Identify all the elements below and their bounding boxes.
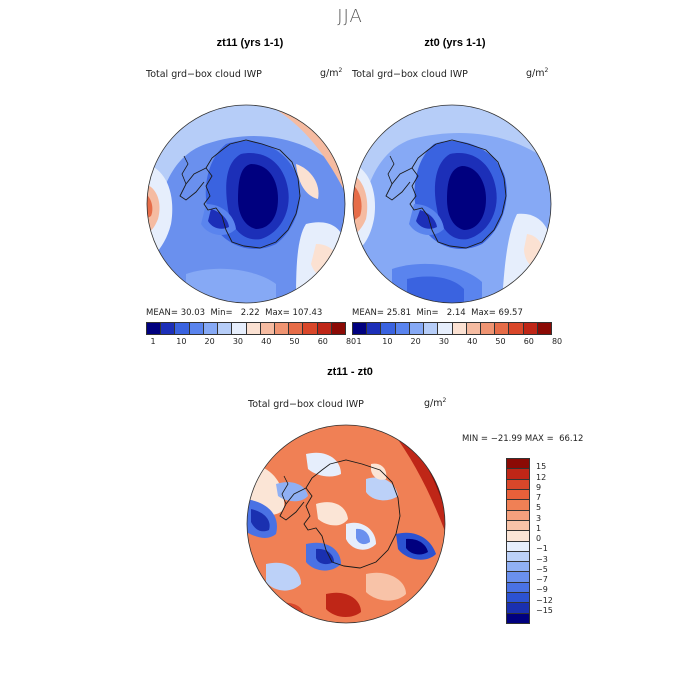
colorbar-diff-swatch — [507, 468, 529, 479]
colorbar-zt11-swatch — [288, 323, 303, 334]
colorbar-diff-swatch — [507, 459, 529, 469]
colorbar-zt0-swatch — [522, 323, 537, 334]
colorbar-zt0-swatch — [380, 323, 395, 334]
colorbar-zt11 — [146, 322, 346, 335]
colorbar-zt11-swatch — [147, 323, 161, 334]
colorbar-diff-tick-label: 9 — [536, 482, 542, 492]
colorbar-diff-tick-label: 15 — [536, 462, 547, 472]
polar-map-zt0 — [352, 104, 552, 304]
variable-label-zt0: Total grd−box cloud IWP — [352, 69, 468, 80]
colorbar-diff-swatch — [507, 499, 529, 510]
colorbar-diff-tick-label: −7 — [536, 575, 548, 584]
colorbar-diff-swatch — [507, 478, 529, 489]
colorbar-zt11-tick-label: 10 — [176, 337, 187, 346]
units-label-zt11: g/m2 — [320, 67, 343, 80]
colorbar-zt0 — [352, 322, 552, 335]
colorbar-diff-tick-label: 1 — [536, 523, 542, 533]
colorbar-zt11-swatch — [188, 323, 203, 334]
colorbar-zt11-swatch — [316, 323, 331, 334]
colorbar-diff-tick-label: 12 — [536, 472, 547, 482]
colorbar-zt11-swatch — [330, 323, 346, 334]
units-label-zt0: g/m2 — [526, 67, 549, 80]
colorbar-diff-tick-label: −9 — [536, 585, 548, 595]
colorbar-zt11-tick-label: 60 — [317, 337, 328, 346]
colorbar-diff-tick-label: 5 — [536, 503, 542, 513]
colorbar-labels-zt11: 1 10 20 30 40 50 60 80 — [146, 337, 357, 349]
colorbar-diff-tick-label: −15 — [536, 605, 553, 615]
colorbar-diff-swatch — [507, 540, 529, 551]
stats-zt11: MEAN= 30.03 Min= 2.22 Max= 107.43 — [146, 308, 323, 318]
colorbar-zt0-tick-label: 50 — [495, 337, 506, 346]
colorbar-zt0-swatch — [479, 323, 495, 334]
colorbar-zt0-swatch — [451, 323, 466, 334]
colorbar-zt11-swatch — [202, 323, 218, 334]
colorbar-zt0-swatch — [437, 323, 452, 334]
colorbar-diff-swatch — [507, 602, 529, 613]
colorbar-zt11-tick-label: 30 — [232, 337, 244, 346]
colorbar-zt11-swatch — [160, 323, 175, 334]
colorbar-zt0-swatch — [353, 323, 367, 334]
polar-map-zt11 — [146, 104, 346, 304]
colorbar-diff-swatch — [507, 581, 529, 593]
colorbar-diff-tick-label: 7 — [536, 493, 542, 502]
colorbar-diff-swatch — [507, 592, 529, 603]
panel-title-diff: zt11 - zt0 — [327, 366, 373, 378]
colorbar-diff-tick-label: 0 — [536, 534, 542, 543]
colorbar-zt0-swatch — [508, 323, 523, 334]
colorbar-labels-diff: 15 12 9 7 5 3 1 0 −1 −3 −5 −7 −9 −12 −15 — [536, 458, 576, 622]
colorbar-zt0-tick-label: 10 — [382, 337, 393, 346]
units-label-diff: g/m2 — [424, 397, 447, 410]
colorbar-zt11-swatch — [259, 323, 274, 334]
colorbar-zt0-tick-label: 30 — [438, 337, 450, 346]
colorbar-zt0-swatch — [423, 323, 438, 334]
colorbar-diff-tick-label: −5 — [536, 564, 548, 574]
colorbar-zt11-tick-label: 80 — [345, 337, 357, 346]
stats-zt0: MEAN= 25.81 Min= 2.14 Max= 69.57 — [352, 308, 523, 318]
colorbar-diff-swatch — [507, 561, 529, 572]
colorbar-diff-swatch — [507, 509, 529, 520]
colorbar-diff-swatch — [507, 550, 529, 562]
colorbar-zt11-tick-label: 50 — [289, 337, 300, 346]
panel-title-zt0: zt0 (yrs 1-1) — [424, 37, 486, 49]
colorbar-diff — [506, 458, 530, 624]
colorbar-zt0-swatch — [394, 323, 409, 334]
colorbar-diff-swatch — [507, 519, 529, 531]
colorbar-diff-swatch — [507, 571, 529, 582]
variable-label-diff: Total grd−box cloud IWP — [248, 399, 364, 410]
colorbar-zt0-tick-label: 1 — [356, 337, 362, 346]
colorbar-zt0-swatch — [366, 323, 381, 334]
colorbar-zt0-tick-label: 60 — [523, 337, 534, 346]
colorbar-zt0-swatch — [408, 323, 424, 334]
colorbar-zt11-swatch — [273, 323, 289, 334]
colorbar-zt11-tick-label: 1 — [150, 337, 156, 346]
colorbar-zt11-swatch — [217, 323, 232, 334]
colorbar-zt0-swatch — [536, 323, 552, 334]
colorbar-zt0-tick-label: 20 — [410, 337, 421, 346]
colorbar-diff-swatch — [507, 612, 529, 623]
colorbar-zt0-tick-label: 80 — [551, 337, 563, 346]
colorbar-zt0-tick-label: 40 — [467, 337, 478, 346]
minmax-diff: MIN = −21.99 MAX = 66.12 — [462, 434, 584, 444]
colorbar-zt0-swatch — [465, 323, 480, 334]
colorbar-diff-swatch — [507, 488, 529, 500]
panel-title-zt11: zt11 (yrs 1-1) — [216, 37, 284, 49]
colorbar-zt11-swatch — [231, 323, 246, 334]
colorbar-zt11-tick-label: 40 — [261, 337, 272, 346]
colorbar-zt11-swatch — [245, 323, 260, 334]
figure-title: JJA — [337, 6, 363, 27]
colorbar-labels-zt0: 1 10 20 30 40 50 60 80 — [352, 337, 563, 349]
colorbar-zt11-swatch — [302, 323, 317, 334]
colorbar-zt0-swatch — [494, 323, 509, 334]
colorbar-diff-swatch — [507, 530, 529, 541]
colorbar-zt11-tick-label: 20 — [204, 337, 215, 346]
colorbar-diff-tick-label: −12 — [536, 595, 553, 605]
colorbar-diff-tick-label: 3 — [536, 513, 542, 523]
colorbar-diff-tick-label: −1 — [536, 544, 548, 554]
variable-label-zt11: Total grd−box cloud IWP — [146, 69, 262, 80]
colorbar-zt11-swatch — [174, 323, 189, 334]
polar-map-diff — [246, 424, 446, 624]
colorbar-diff-tick-label: −3 — [536, 554, 548, 564]
